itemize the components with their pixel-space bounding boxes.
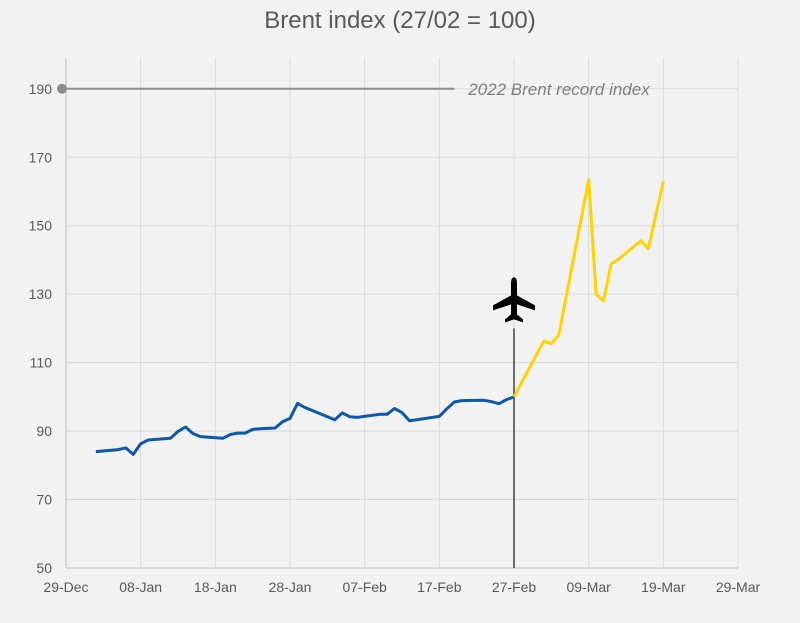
y-tick-label: 50: [36, 560, 52, 576]
airplane-icon: [493, 277, 535, 323]
chart-title: Brent index (27/02 = 100): [264, 7, 536, 34]
series-group: [95, 178, 665, 456]
y-tick-label: 130: [29, 286, 53, 302]
x-tick-label: 07-Feb: [342, 579, 387, 595]
y-tick-label: 170: [29, 149, 53, 165]
x-tick-label: 18-Jan: [194, 579, 237, 595]
y-tick-label: 70: [36, 492, 52, 508]
annotations: 2022 Brent record index: [57, 80, 650, 568]
y-tick-label: 90: [36, 423, 52, 439]
series-line-0: [95, 395, 515, 456]
record-label: 2022 Brent record index: [467, 80, 650, 99]
grid: [65, 58, 739, 569]
y-tick-label: 110: [30, 355, 53, 371]
x-tick-label: 28-Jan: [269, 579, 312, 595]
x-tick-label: 08-Jan: [119, 579, 162, 595]
record-marker: [57, 83, 67, 94]
axes: 50 70 90 110 130 150 170 190 29-Dec 08-Jan 18-Jan 2…: [29, 58, 761, 595]
x-tick-label: 29-Mar: [716, 579, 761, 595]
x-tick-label: 29-Dec: [43, 579, 88, 595]
y-tick-label: 150: [29, 218, 53, 234]
x-tick-label: 09-Mar: [566, 579, 611, 595]
y-tick-label: 190: [29, 81, 53, 97]
series-line-1: [512, 178, 665, 398]
x-tick-label: 17-Feb: [417, 579, 462, 595]
x-tick-label: 19-Mar: [641, 579, 686, 595]
airplane-shape: [493, 277, 535, 323]
x-tick-label: 27-Feb: [492, 579, 537, 595]
